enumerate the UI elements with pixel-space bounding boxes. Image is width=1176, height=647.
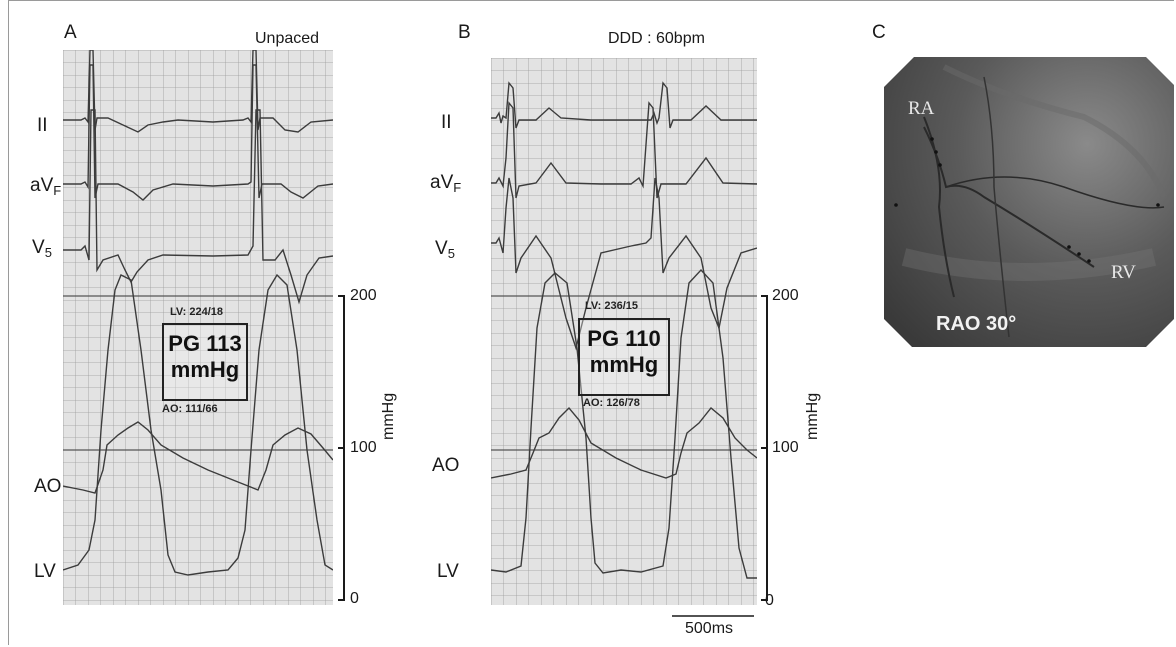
panel-b-letter: B (458, 22, 471, 43)
time-scale-bar (672, 615, 754, 617)
fluoro-ra-label: RA (908, 98, 935, 119)
panel-a-letter: A (64, 22, 77, 43)
figure-frame (8, 0, 1174, 645)
panel-a-mode: Unpaced (255, 30, 320, 47)
panel-a-pressure-scale (338, 295, 345, 601)
panel-b-ao-pressure: AO: 126/78 (583, 397, 640, 409)
panel-c-letter: C (872, 22, 886, 43)
panel-b-lv-pressure: LV: 236/15 (585, 300, 638, 312)
panel-a-trace-avf (63, 64, 333, 201)
panel-b-trace-lv (491, 268, 757, 579)
panel-b-trace-v5 (491, 177, 757, 351)
panel-a-tick-200: 200 (350, 287, 377, 304)
panel-a-pg-value: PG 113 (168, 331, 242, 356)
fluoro-view-label: RAO 30° (936, 313, 1017, 335)
panel-a-pg-unit: mmHg (170, 357, 240, 382)
panel-b-trace-ii (491, 81, 757, 129)
panel-a-lead-lv: LV (34, 561, 56, 582)
panel-a-lv-pressure: LV: 224/18 (170, 306, 223, 318)
panel-b-lead-avf: aVF (430, 172, 462, 195)
panel-b-trace-avf (491, 101, 757, 199)
panel-a-ao-pressure: AO: 111/66 (162, 403, 218, 415)
panel-b-pg-box: PG 110 mmHg (578, 318, 670, 396)
panel-b-ecg-strip (491, 58, 757, 605)
panel-b-tick-0: 0 (765, 592, 774, 609)
panel-a-tick-100: 100 (350, 439, 377, 456)
panel-b-lead-ao: AO (432, 455, 460, 476)
panel-b-tick-200: 200 (772, 287, 799, 304)
panel-a-trace-lv (63, 273, 333, 576)
time-scale-label: 500ms (685, 620, 734, 637)
panel-b-grid (491, 58, 757, 605)
panel-b-pg-value: PG 110 (587, 326, 661, 351)
fluoroscopy-image (884, 57, 1174, 347)
panel-a-pg-box: PG 113 mmHg (162, 323, 248, 401)
panel-b-lead-v5: V5 (435, 238, 455, 261)
panel-b-trace-ao (491, 406, 757, 479)
panel-a-lead-avf: aVF (30, 175, 62, 198)
panel-b-lead-lv: LV (437, 561, 459, 582)
panel-a-trace-ii (63, 50, 333, 133)
panel-b-unit: mmHg (804, 392, 821, 440)
panel-a-grid (63, 50, 333, 605)
panel-a-trace-v5 (63, 109, 333, 305)
panel-a-lead-v5: V5 (32, 237, 52, 260)
panel-b-lead-ii: II (441, 112, 452, 133)
panel-a-ecg-strip (63, 50, 333, 605)
panel-b-tick-100: 100 (772, 439, 799, 456)
fluoro-rv-label: RV (1111, 262, 1136, 283)
panel-a-lead-ao: AO (34, 476, 62, 497)
panel-b-pg-unit: mmHg (589, 352, 659, 377)
panel-a-lead-ii: II (37, 115, 48, 136)
panel-a-trace-ao (63, 421, 333, 494)
panel-a-tick-0: 0 (350, 590, 359, 607)
panel-b-mode: DDD : 60bpm (608, 30, 705, 47)
panel-b-pressure-scale (761, 295, 768, 601)
panel-a-unit: mmHg (380, 392, 397, 440)
